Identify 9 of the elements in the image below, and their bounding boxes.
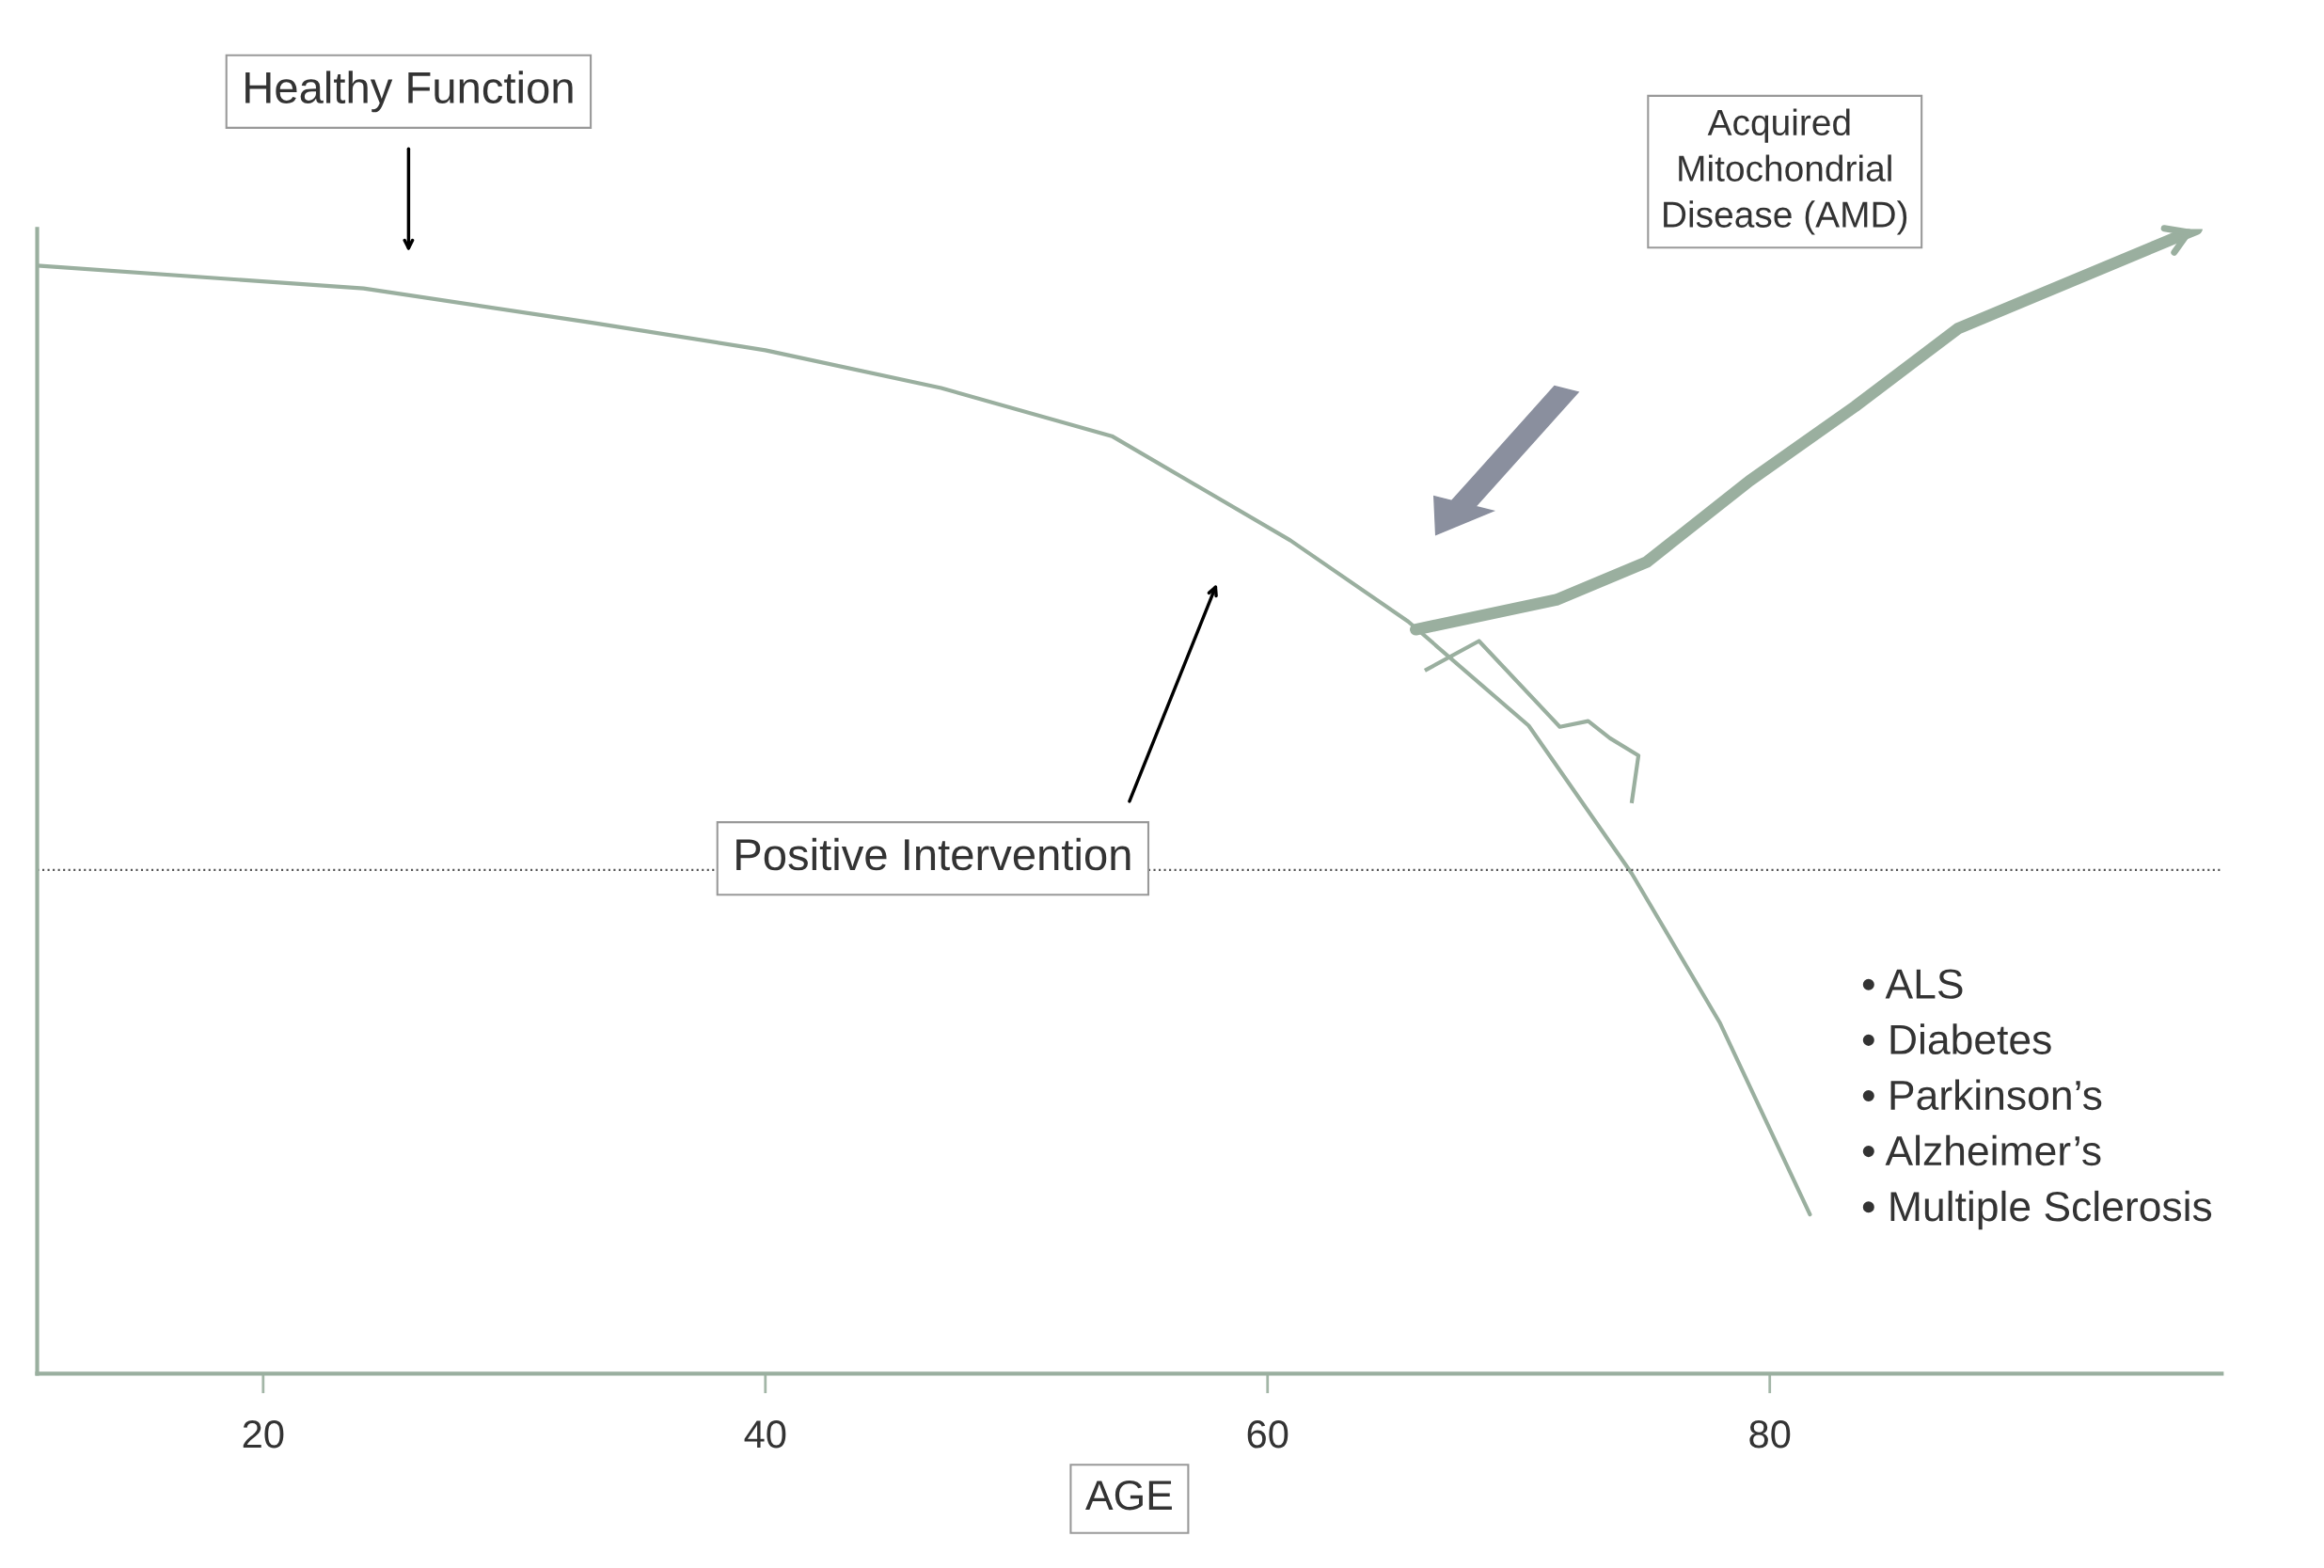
annotation: • ALS • Diabetes • Parkinson’s • Alzheimer’s • Multiple Sclerosis — [1862, 969, 2212, 1230]
x-tick-label: 80 — [1749, 1420, 1791, 1449]
x-tick-label: 40 — [744, 1420, 786, 1449]
annotation: Positive Intervention — [736, 837, 1130, 871]
x-tick-label: 60 — [1247, 1420, 1288, 1449]
x-axis-title: AGE — [1085, 1480, 1172, 1511]
annotation: Acquired Mitochondrial Disease (AMD) — [1664, 108, 1907, 235]
x-tick-label: 20 — [243, 1420, 284, 1449]
text: Healthy Function — [245, 71, 573, 113]
